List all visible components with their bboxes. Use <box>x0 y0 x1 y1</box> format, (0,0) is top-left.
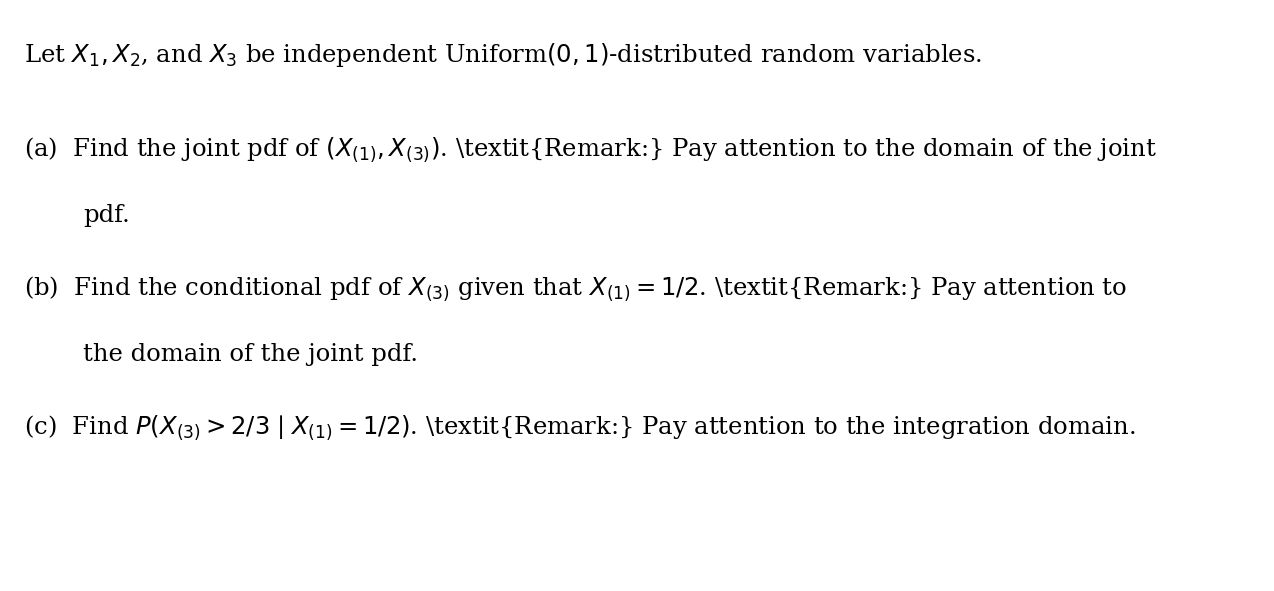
Text: (b)  Find the conditional pdf of $X_{(3)}$ given that $X_{(1)} = 1/2$. \textit{R: (b) Find the conditional pdf of $X_{(3)}… <box>24 275 1127 303</box>
Text: pdf.: pdf. <box>83 204 130 227</box>
Text: (a)  Find the joint pdf of $(X_{(1)}, X_{(3)})$. \textit{Remark:} Pay attention : (a) Find the joint pdf of $(X_{(1)}, X_{… <box>24 136 1157 164</box>
Text: the domain of the joint pdf.: the domain of the joint pdf. <box>83 343 418 366</box>
Text: (c)  Find $P(X_{(3)} > 2/3 \mid X_{(1)} = 1/2)$. \textit{Remark:} Pay attention : (c) Find $P(X_{(3)} > 2/3 \mid X_{(1)} =… <box>24 414 1135 442</box>
Text: Let $X_1, X_2$, and $X_3$ be independent Uniform$(0, 1)$-distributed random vari: Let $X_1, X_2$, and $X_3$ be independent… <box>24 41 982 69</box>
